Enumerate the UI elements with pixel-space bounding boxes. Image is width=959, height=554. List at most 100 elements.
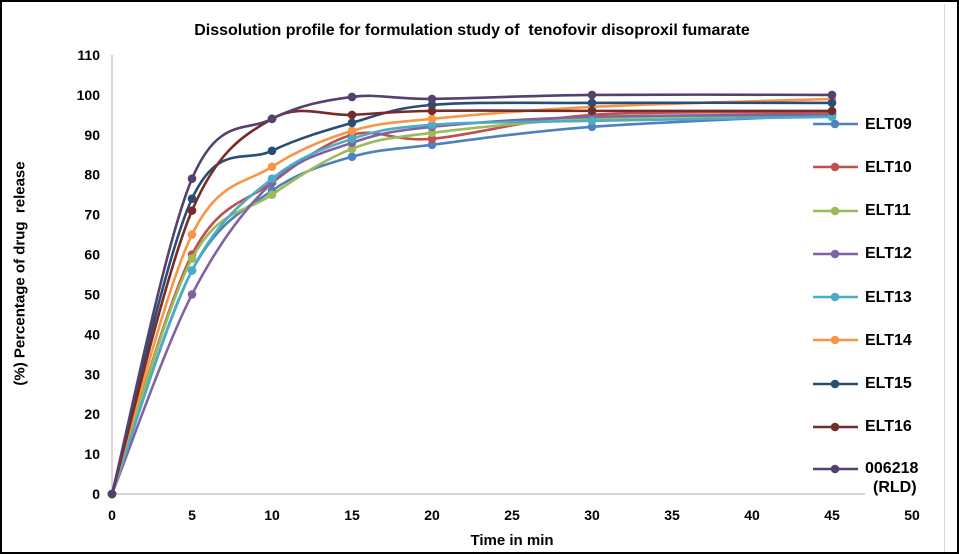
data-point-ELT13 [187,266,197,275]
legend-item-006218RLD: 006218 (RLD) [812,459,919,497]
legend-swatch [813,335,858,345]
legend-label: ELT16 [865,417,912,437]
data-point-ELT09 [587,122,597,132]
legend-item-ELT16: ELT16 [812,416,912,438]
data-point-ELT15 [427,100,437,110]
series-line-ELT16 [110,109,834,496]
x-tick-label: 10 [264,507,280,523]
y-tick-label: 30 [84,366,100,382]
y-tick-label: 70 [84,207,100,223]
chart-object-edge [944,4,945,552]
series-line-ELT10 [110,111,834,496]
data-point-ELT16 [347,110,357,120]
y-tick-label: 10 [84,446,100,462]
data-point-ELT14 [267,162,277,172]
legend-label: ELT15 [865,374,912,393]
data-point-ELT14 [187,230,197,239]
data-point-ELT11 [267,190,277,199]
legend-swatch [813,422,858,432]
legend-swatch [813,379,858,388]
data-point-ELT16 [427,106,437,116]
x-tick-label: 25 [504,507,520,523]
data-point-ELT10 [427,134,437,144]
data-point-ELT15 [267,146,277,156]
legend-item-ELT11: ELT11 [812,200,911,222]
data-point-006218RLD [267,114,277,124]
data-point-ELT16 [587,106,597,116]
data-point-ELT11 [427,128,437,138]
y-tick-label: 0 [92,486,100,502]
series-line-ELT11 [110,113,834,496]
data-point-ELT12 [187,290,197,299]
y-tick-label: 60 [84,247,100,263]
legend-swatch [813,162,858,172]
series-line-ELT09 [110,113,834,496]
data-point-ELT11 [347,144,357,154]
data-point-ELT13 [427,120,437,130]
legend-label: ELT13 [865,287,912,307]
legend-swatch [813,292,858,302]
x-tick-label: 35 [664,507,680,523]
series-line-ELT13 [110,115,834,496]
legend-item-ELT09: ELT09 [812,113,912,135]
data-point-ELT15 [587,98,597,108]
data-point-ELT14 [347,126,357,136]
data-point-006218RLD [347,92,357,102]
legend-swatch [813,206,858,215]
data-point-ELT14 [427,114,437,124]
series-line-006218RLD [110,93,834,496]
x-tick-label: 45 [824,507,840,523]
data-point-ELT15 [347,118,357,128]
data-point-ELT11 [187,254,197,263]
legend-swatch [813,464,858,474]
legend-swatch [813,249,858,259]
x-tick-label: 5 [188,507,196,523]
y-tick-label: 110 [77,47,100,63]
data-point-ELT16 [187,206,197,215]
legend-label: ELT12 [865,244,912,264]
data-point-006218RLD [427,94,437,104]
legend-item-ELT15: ELT15 [812,373,912,395]
data-point-006218RLD [187,174,197,184]
x-tick-label: 50 [904,507,920,523]
series-line-ELT12 [110,113,834,496]
x-tick-label: 0 [108,507,116,523]
data-point-006218RLD [107,489,117,499]
data-point-ELT16 [827,106,837,116]
data-point-ELT13 [267,174,277,184]
legend-label: ELT11 [865,201,911,220]
x-tick-label: 15 [344,507,360,523]
legend-swatch [813,119,858,129]
data-point-006218RLD [587,90,597,100]
legend-item-ELT14: ELT14 [812,329,912,351]
series-line-ELT14 [110,97,834,496]
data-point-ELT13 [587,116,597,126]
data-point-ELT15 [187,194,197,203]
legend-label: ELT10 [865,157,912,177]
legend-item-ELT12: ELT12 [812,243,912,265]
y-tick-label: 90 [84,127,100,143]
y-tick-label: 100 [77,87,101,103]
data-point-ELT09 [347,152,357,162]
y-tick-label: 50 [84,286,100,302]
legend-label: ELT09 [865,114,912,134]
y-tick-label: 20 [84,406,100,422]
y-tick-label: 40 [84,326,100,342]
x-axis-title: Time in min [470,532,554,549]
y-tick-label: 80 [84,167,100,183]
legend: ELT09 ELT10 ELT11 ELT12 ELT13 ELT14 ELT15 ELT16… [812,2,957,552]
data-point-006218RLD [827,90,837,100]
data-point-ELT09 [427,140,437,150]
data-point-ELT13 [347,134,357,144]
x-tick-label: 30 [584,507,600,523]
chart-title: Dissolution profile for formulation stud… [194,22,750,39]
x-tick-label: 40 [744,507,760,523]
data-point-ELT15 [827,98,837,108]
legend-label: 006218 (RLD) [865,459,919,497]
x-tick-label: 20 [424,507,440,523]
legend-item-ELT10: ELT10 [812,156,912,178]
data-point-ELT13 [827,112,837,122]
legend-item-ELT13: ELT13 [812,286,912,308]
